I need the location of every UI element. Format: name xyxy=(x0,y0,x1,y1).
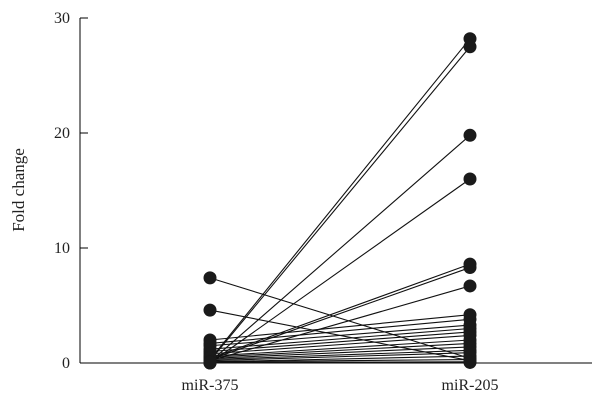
point-mir-205 xyxy=(463,128,477,142)
pair-lines xyxy=(209,38,471,364)
pair-line xyxy=(209,339,471,357)
point-mir-205 xyxy=(463,172,477,186)
pair-line xyxy=(209,267,471,361)
pair-line xyxy=(209,334,471,355)
pair-line xyxy=(209,277,471,359)
y-axis-title: Fold change xyxy=(9,148,28,232)
axes xyxy=(79,18,592,364)
y-tick-label: 30 xyxy=(54,10,70,27)
pair-line xyxy=(209,178,471,364)
pair-line xyxy=(209,361,471,364)
pair-line xyxy=(209,352,471,362)
pair-line xyxy=(209,331,471,353)
x-tick-label: miR-205 xyxy=(442,377,499,394)
pair-line xyxy=(209,361,471,363)
point-mir-375 xyxy=(203,303,217,317)
pair-line xyxy=(209,327,471,350)
y-tick-label: 10 xyxy=(54,240,70,257)
pair-line xyxy=(209,346,471,359)
y-ticks: 0 10 20 30 xyxy=(54,10,88,372)
data-points xyxy=(203,32,477,370)
pair-line xyxy=(209,134,471,363)
pair-line xyxy=(209,46,471,362)
y-tick-label: 0 xyxy=(62,355,70,372)
x-ticks: miR-375 miR-205 xyxy=(182,363,499,394)
pair-line xyxy=(209,342,471,358)
pair-line xyxy=(209,324,471,347)
point-mir-205 xyxy=(463,40,477,54)
point-mir-375 xyxy=(203,356,217,370)
pair-line xyxy=(209,359,471,363)
pair-line xyxy=(209,355,471,363)
point-mir-205 xyxy=(463,355,477,369)
pair-line xyxy=(209,38,471,360)
point-mir-375 xyxy=(203,271,217,285)
pair-line xyxy=(209,349,471,361)
point-mir-205 xyxy=(463,279,477,293)
pair-line xyxy=(209,314,471,341)
x-tick-label: miR-375 xyxy=(182,377,239,394)
pair-line xyxy=(209,318,471,344)
point-mir-205 xyxy=(463,261,477,275)
y-tick-label: 20 xyxy=(54,125,70,142)
